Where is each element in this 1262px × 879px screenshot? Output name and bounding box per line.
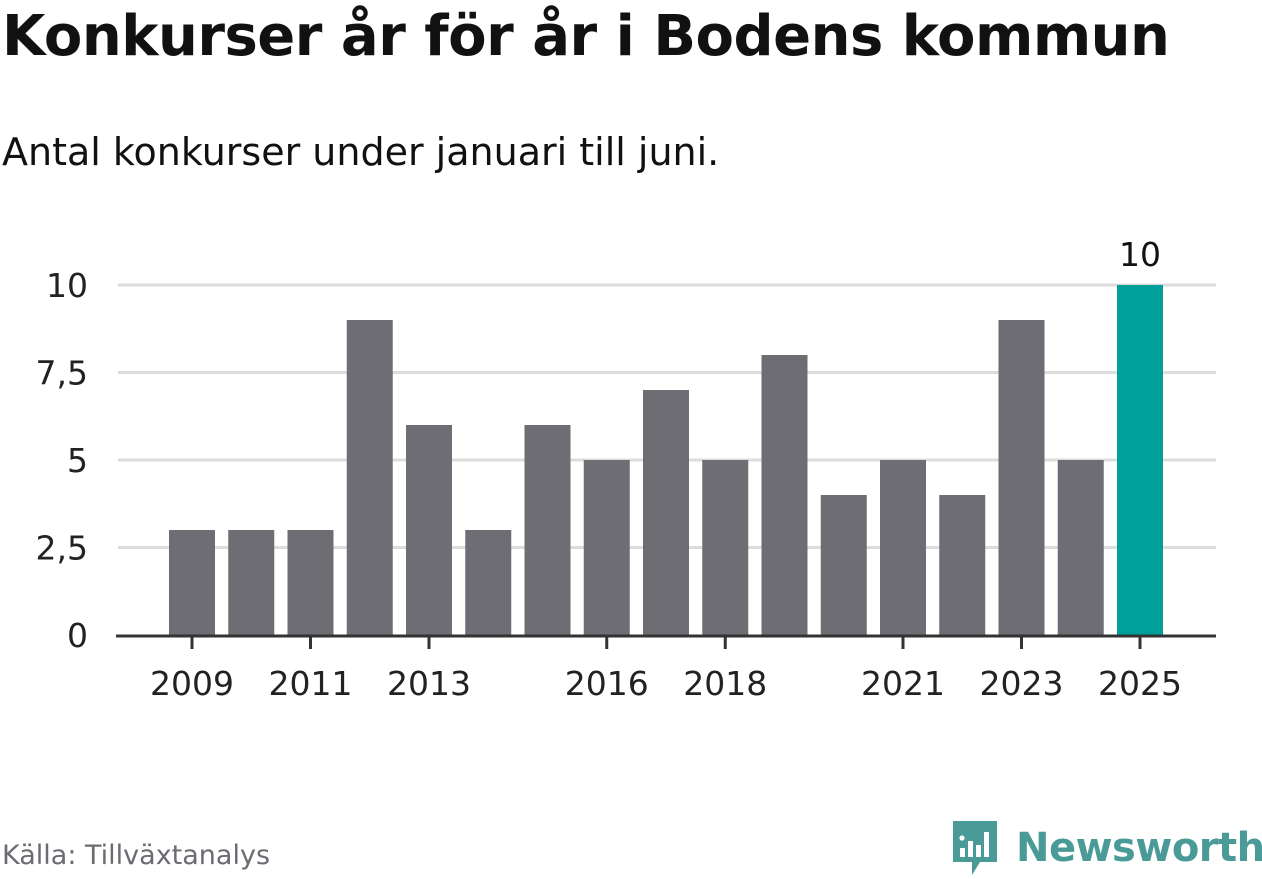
tick-labels: 0 2,5 5 7,5 10 10 2009 2011 2013 2016 2018 2021 2023… (36, 235, 1182, 703)
x-tick-label: 2025 (1098, 664, 1182, 703)
brand-logo: Newsworthy (950, 818, 1262, 878)
y-tick-label: 2,5 (36, 529, 88, 568)
bar-2025 (1117, 285, 1163, 635)
newsworthy-logo-icon (953, 821, 997, 875)
bar-2009 (169, 530, 215, 635)
bar-2013 (406, 425, 452, 635)
x-tick-label: 2023 (980, 664, 1064, 703)
chart-subtitle: Antal konkurser under januari till juni. (2, 130, 720, 174)
bars (169, 285, 1163, 635)
x-tick-label: 2013 (387, 664, 471, 703)
y-tick-label: 10 (46, 266, 88, 305)
bar-2015 (524, 425, 571, 635)
data-label-2025: 10 (1119, 235, 1161, 274)
bar-2012 (346, 320, 393, 635)
chart-title: Konkurser år för år i Bodens kommun (2, 4, 1170, 69)
bar-2018 (702, 460, 749, 635)
y-tick-label: 5 (67, 441, 88, 480)
x-tick-label: 2009 (150, 664, 234, 703)
x-axis (116, 634, 1216, 649)
bar-2024 (1057, 460, 1104, 635)
x-tick-label: 2011 (269, 664, 353, 703)
bar-2014 (465, 530, 512, 635)
y-tick-label: 7,5 (36, 354, 88, 393)
bar-2010 (228, 530, 275, 635)
bar-2020 (820, 495, 867, 635)
source-note: Källa: Tillväxtanalys (2, 840, 271, 871)
bar-2017 (643, 390, 689, 635)
bar-2023 (998, 320, 1045, 635)
bar-2011 (287, 530, 334, 635)
y-tick-label: 0 (67, 616, 88, 655)
bar-2022 (939, 495, 986, 635)
x-tick-label: 2021 (861, 664, 945, 703)
x-tick-label: 2018 (683, 664, 767, 703)
brand-name: Newsworthy (1016, 825, 1262, 871)
bar-2021 (880, 460, 926, 635)
x-tick-label: 2016 (565, 664, 649, 703)
bar-2019 (761, 355, 808, 635)
bar-2016 (583, 460, 630, 635)
